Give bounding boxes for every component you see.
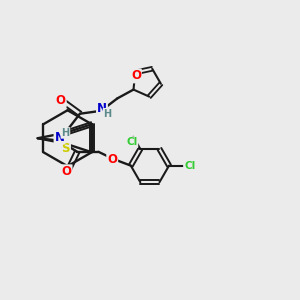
Text: O: O bbox=[61, 165, 72, 178]
Text: O: O bbox=[107, 153, 117, 166]
Text: S: S bbox=[61, 142, 70, 155]
Text: H: H bbox=[61, 128, 70, 138]
Text: H: H bbox=[103, 109, 112, 119]
Text: N: N bbox=[97, 102, 107, 115]
Text: Cl: Cl bbox=[126, 137, 137, 147]
Text: Cl: Cl bbox=[184, 160, 195, 171]
Text: O: O bbox=[56, 94, 66, 107]
Text: N: N bbox=[55, 130, 64, 143]
Text: O: O bbox=[131, 69, 141, 82]
